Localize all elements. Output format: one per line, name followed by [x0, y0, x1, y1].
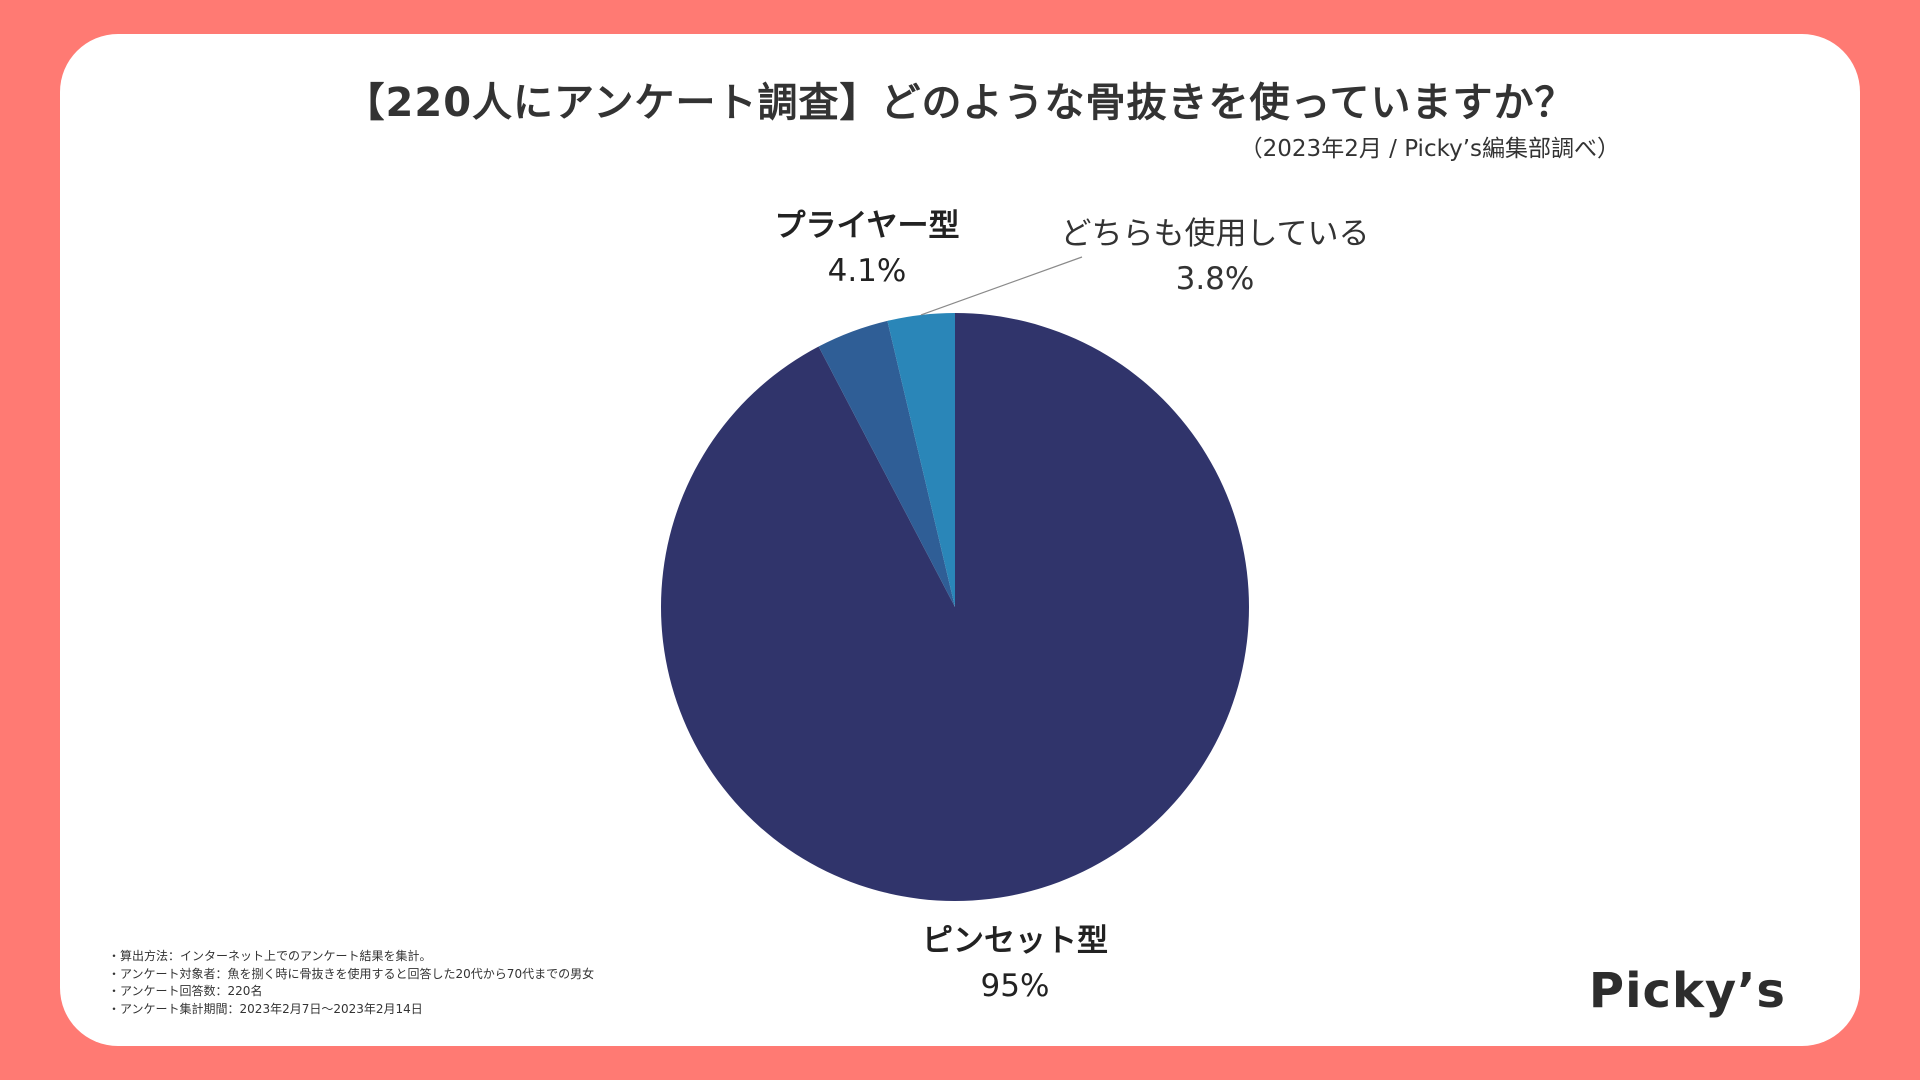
pie-chart — [660, 256, 1249, 901]
note-method: 算出方法：インターネット上でのアンケート結果を集計。 — [108, 948, 594, 966]
pie-label-both: どちらも使用している 3.8% — [1045, 212, 1385, 302]
pie-label-tweezer-value: 95% — [980, 967, 1050, 1004]
chart-card: 【220人にアンケート調査】どのような骨抜きを使っていますか？ （2023年2月… — [60, 34, 1860, 1046]
pie-slice-both — [887, 313, 955, 607]
pie-label-plier: プライヤー型 4.1% — [767, 204, 967, 294]
note-count: アンケート回答数：220名 — [108, 983, 594, 1001]
chart-title: 【220人にアンケート調査】どのような骨抜きを使っていますか？ — [344, 80, 1576, 126]
leader-line-both — [920, 256, 1083, 316]
brand-logo: Picky’s — [1588, 963, 1786, 1019]
pie-label-plier-category: プライヤー型 — [774, 208, 960, 244]
pie-label-both-value: 3.8% — [1175, 260, 1255, 297]
pie-label-both-category: どちらも使用している — [1060, 216, 1370, 252]
pie-label-plier-value: 4.1% — [827, 252, 907, 289]
pie-slice-plier — [818, 320, 955, 607]
pie-label-tweezer: ピンセット型 95% — [895, 919, 1135, 1009]
note-period: アンケート集計期間：2023年2月7日〜2023年2月14日 — [108, 1001, 594, 1019]
survey-notes: 算出方法：インターネット上でのアンケート結果を集計。 アンケート対象者：魚を捌く… — [108, 948, 594, 1018]
pie-label-tweezer-category: ピンセット型 — [922, 923, 1108, 959]
note-target: アンケート対象者：魚を捌く時に骨抜きを使用すると回答した20代から70代までの男… — [108, 966, 594, 984]
chart-subtitle: （2023年2月 / Picky’s編集部調べ） — [1239, 136, 1620, 162]
